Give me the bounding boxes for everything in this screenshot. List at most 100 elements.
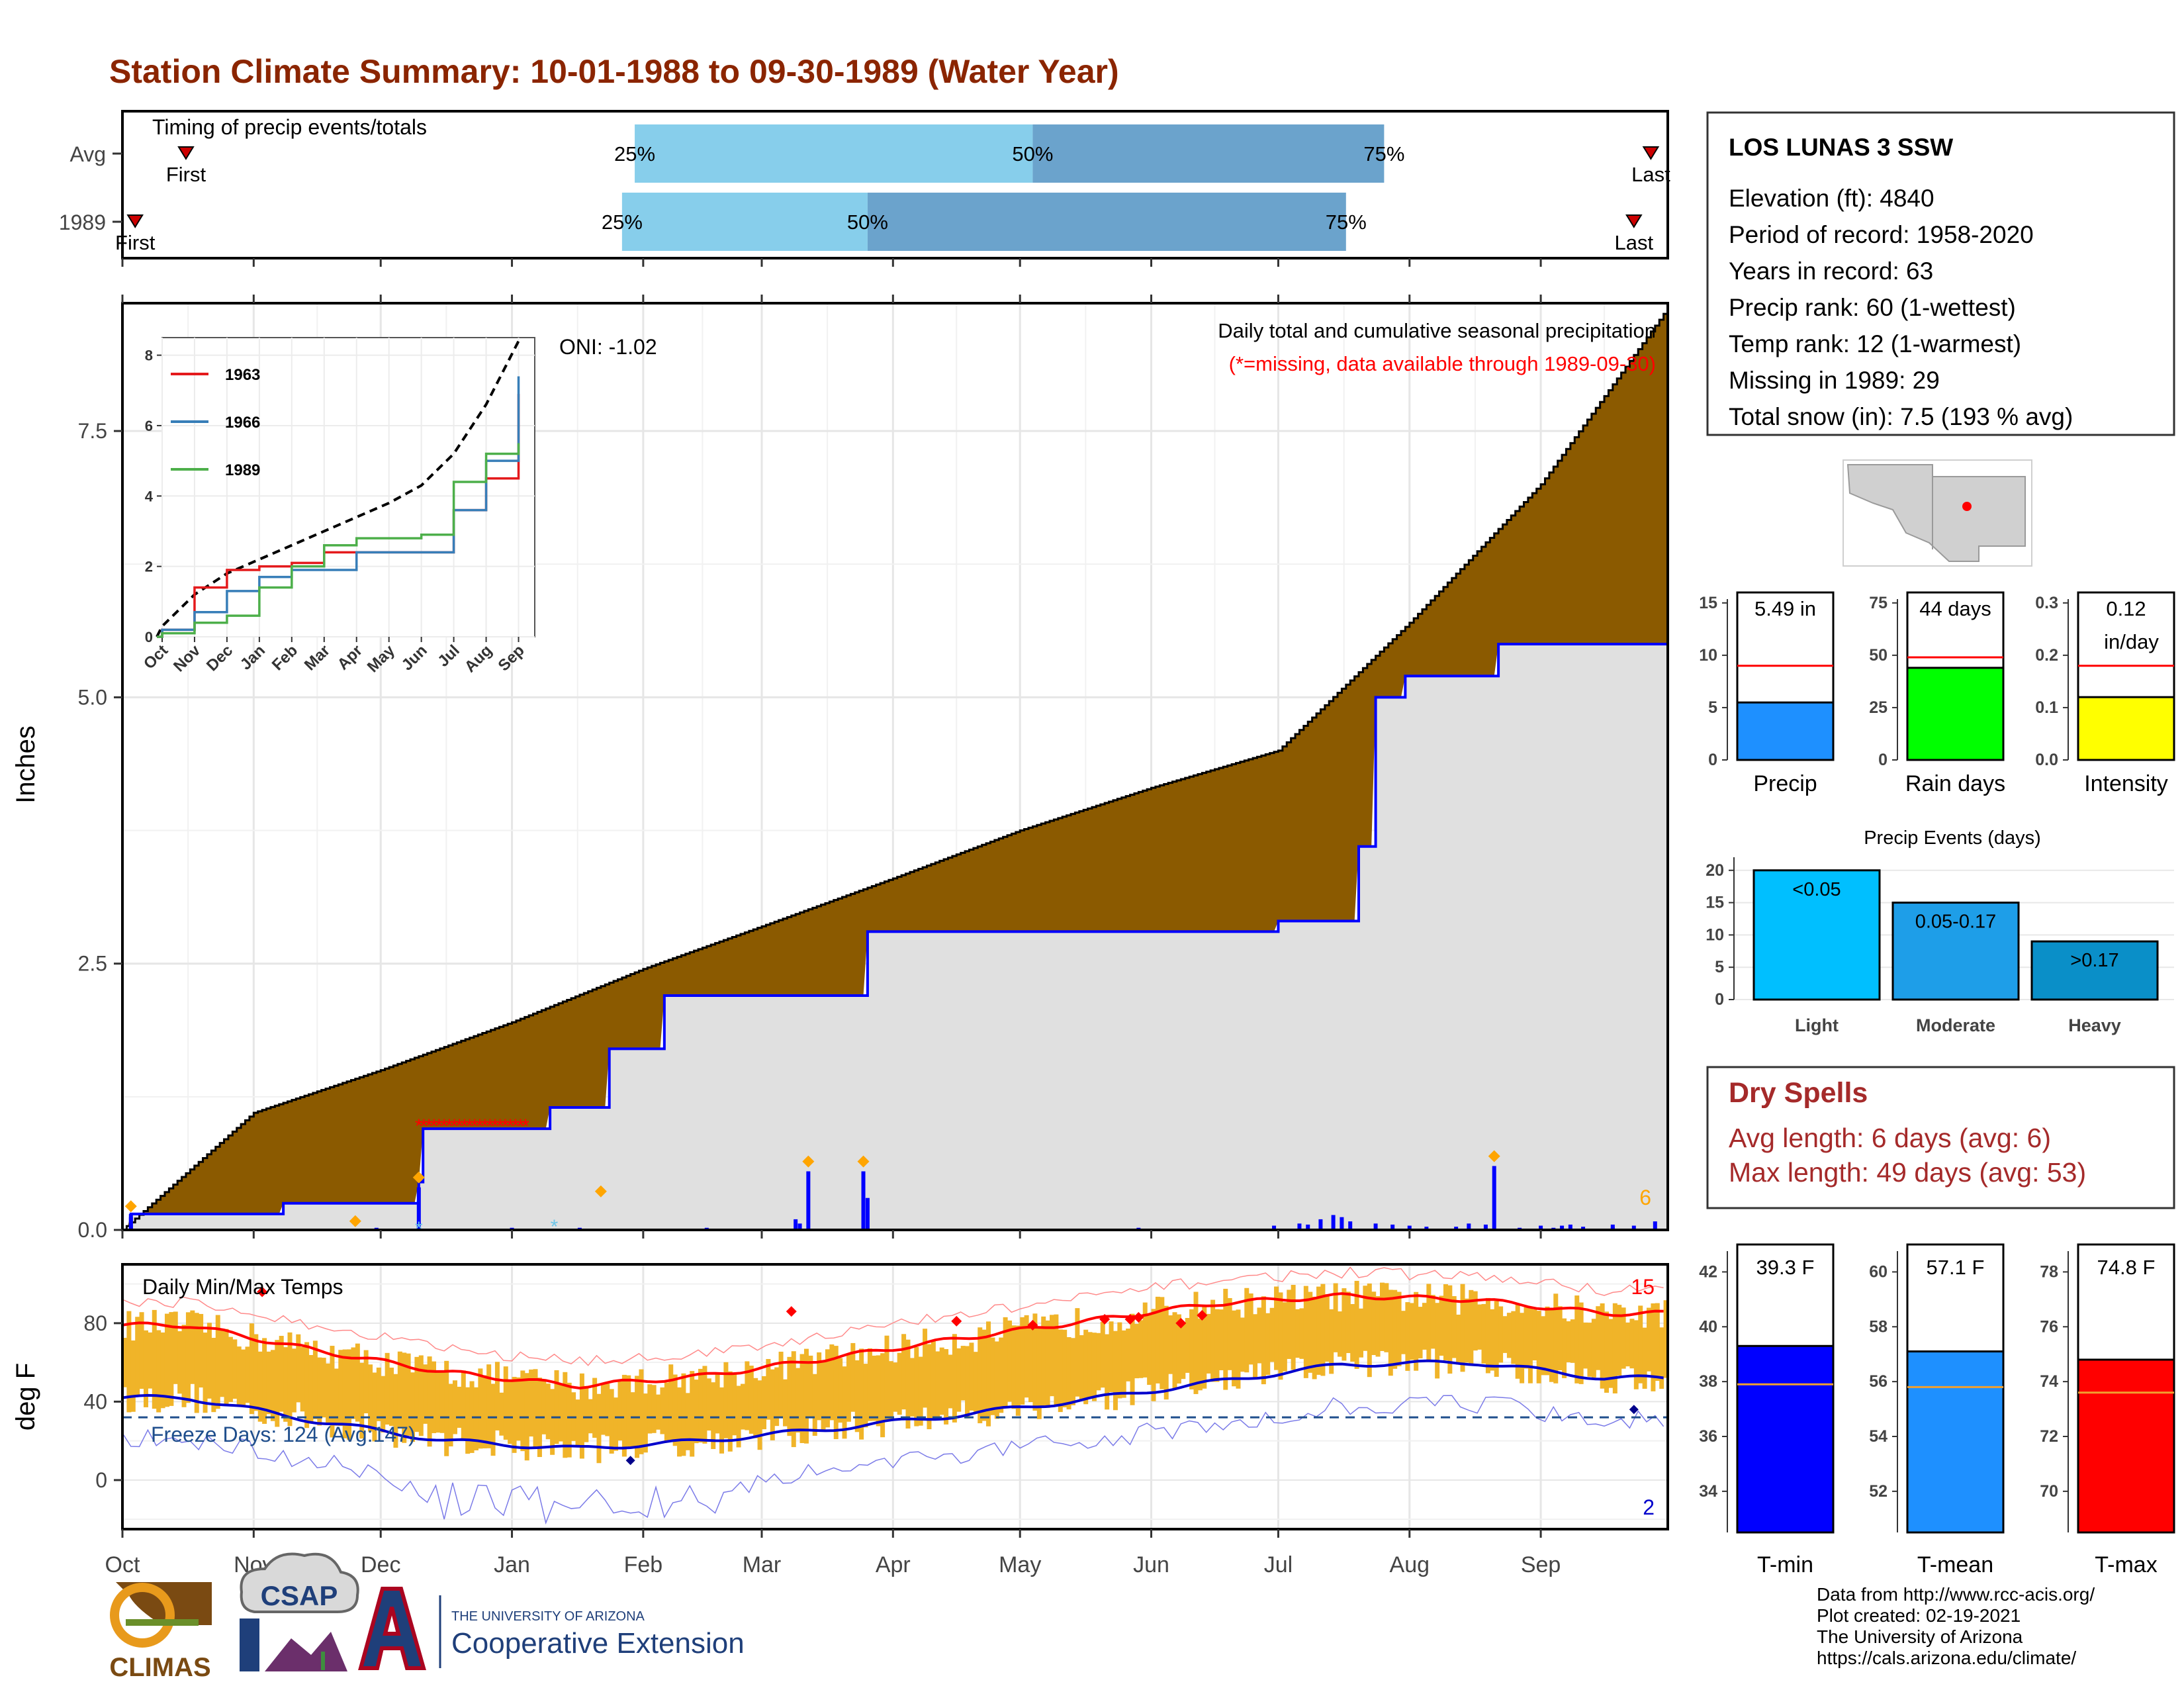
inset-legend-label: 1966 — [225, 414, 260, 432]
daily-temp-bar — [732, 1372, 737, 1436]
daily-temp-bar — [782, 1379, 788, 1427]
daily-temp-bar — [1261, 1296, 1266, 1385]
daily-precip-bar — [1306, 1224, 1310, 1230]
timing-last-marker — [1642, 146, 1660, 160]
summary-bars: 0 5 10 15 5.49 in Precip 0 25 50 75 44 days Rain da… — [1699, 591, 2175, 796]
daily-temp-bar — [465, 1387, 471, 1454]
precip-events-bar-label: Light — [1795, 1015, 1839, 1035]
daily-temp-bar — [215, 1315, 220, 1409]
daily-temp-bar — [1354, 1280, 1359, 1369]
timing-first-marker — [126, 214, 144, 228]
daily-temp-bar — [558, 1383, 563, 1442]
daily-temp-bar — [694, 1380, 699, 1444]
daily-temp-bar — [745, 1361, 750, 1430]
daily-temp-bar — [300, 1346, 305, 1412]
timing-p75-label: 75% — [1326, 211, 1367, 234]
daily-temp-bar — [355, 1343, 360, 1422]
daily-temp-bar — [457, 1386, 462, 1428]
daily-temp-bar — [681, 1373, 686, 1456]
daily-temp-bar — [715, 1373, 720, 1434]
daily-temp-bar — [575, 1399, 580, 1446]
daily-precip-bar — [416, 1187, 421, 1230]
daily-temp-bar — [1604, 1311, 1610, 1393]
daily-temp-bar — [1426, 1284, 1432, 1362]
daily-temp-bar — [130, 1340, 136, 1412]
summary-ytick-label: 25 — [1869, 698, 1888, 717]
record-low-line — [122, 1395, 1664, 1525]
daily-temp-bar — [439, 1372, 445, 1433]
climas-emblem-bar — [126, 1619, 199, 1626]
daily-temp-bar — [448, 1383, 453, 1447]
daily-temp-bar — [1185, 1317, 1190, 1373]
daily-temp-bar — [978, 1327, 983, 1424]
daily-temp-bar — [1435, 1303, 1440, 1379]
precip-event-marker — [349, 1215, 361, 1227]
temp-bar-ytick-label: 36 — [1699, 1427, 1717, 1446]
daily-temp-bar — [452, 1380, 457, 1434]
daily-temp-bar — [296, 1334, 301, 1403]
daily-temp-bar — [1464, 1298, 1469, 1363]
temp-summary-bars: 34 36 38 40 42 39.3 F T-min 52 54 56 58 60 57.1 F T-m… — [1699, 1243, 2175, 1577]
daily-temp-bar — [1134, 1323, 1139, 1379]
daily-temp-bar — [1451, 1296, 1457, 1358]
daily-temp-bar — [1003, 1317, 1008, 1407]
daily-temp-bar — [418, 1355, 424, 1436]
daily-temp-bar — [973, 1352, 978, 1412]
daily-temp-bar — [1655, 1303, 1660, 1381]
record-high-marker — [1133, 1312, 1144, 1323]
temp-bar-ytick-label: 42 — [1699, 1262, 1717, 1281]
daily-temp-bar — [359, 1362, 365, 1439]
daily-temp-bar — [1587, 1323, 1592, 1377]
daily-temp-bar — [389, 1368, 394, 1427]
daily-temp-bar — [308, 1354, 314, 1423]
daily-temp-bar — [1617, 1305, 1622, 1376]
daily-temp-bar — [986, 1321, 991, 1427]
daily-temp-bar — [326, 1363, 331, 1425]
summary-ytick-label: 10 — [1699, 646, 1717, 665]
daily-precip-bar — [1581, 1227, 1586, 1230]
daily-temp-bar — [1541, 1316, 1546, 1376]
temp-bar — [1906, 1350, 2005, 1534]
daily-temp-bar — [1418, 1307, 1423, 1359]
daily-temp-bar — [1439, 1295, 1444, 1356]
daily-temp-bar — [1176, 1314, 1181, 1384]
daily-temp-bar — [148, 1332, 153, 1389]
missing-data-marker: * — [415, 1115, 423, 1137]
missing-data-marker: * — [425, 1115, 433, 1137]
ua-block-a — [358, 1587, 426, 1670]
missing-data-marker: * — [440, 1115, 448, 1137]
daily-temp-bar — [1392, 1289, 1398, 1369]
daily-temp-bar — [499, 1392, 504, 1436]
daily-temp-bar — [1214, 1309, 1220, 1382]
daily-temp-bar — [1583, 1322, 1588, 1369]
daily-precip-bar — [1539, 1225, 1543, 1230]
daily-temp-bar — [1506, 1313, 1512, 1358]
dry-spells-box: Dry Spells Avg length: 6 days (avg: 6) M… — [1706, 1066, 2175, 1209]
daily-temp-bar — [630, 1392, 635, 1448]
daily-temp-bar — [1400, 1311, 1406, 1354]
daily-temp-bar — [435, 1370, 441, 1433]
cold-count: 2 — [1643, 1495, 1655, 1519]
daily-temp-bar — [1193, 1291, 1199, 1394]
daily-temp-bar — [1045, 1320, 1050, 1408]
daily-temp-bar — [981, 1329, 987, 1421]
temp-bar-label: T-mean — [1917, 1552, 1993, 1577]
precip-events-bar-label: Heavy — [2068, 1015, 2121, 1035]
daily-temp-bar — [1638, 1305, 1643, 1383]
inset-ytick-label: 0 — [145, 629, 153, 645]
temp-bar-value: 57.1 F — [1927, 1256, 1985, 1279]
daily-temp-bar — [1600, 1303, 1605, 1389]
daily-temp-bar — [126, 1311, 132, 1413]
inset-ytick-label: 2 — [145, 559, 153, 575]
precip-event-marker — [412, 1171, 425, 1184]
daily-temp-bar — [1422, 1303, 1427, 1350]
daily-temp-bar — [1278, 1292, 1283, 1380]
daily-temp-bar — [1172, 1312, 1177, 1389]
daily-temp-bar — [1109, 1321, 1114, 1392]
precip-events-ytick-label: 5 — [1715, 958, 1724, 976]
daily-temp-bar — [427, 1356, 432, 1447]
station-line-precip-rank: Precip rank: 60 (1-wettest) — [1729, 294, 2016, 321]
daily-temp-bar — [490, 1383, 496, 1456]
daily-temp-bar — [432, 1361, 436, 1434]
daily-temp-bar — [990, 1337, 995, 1415]
